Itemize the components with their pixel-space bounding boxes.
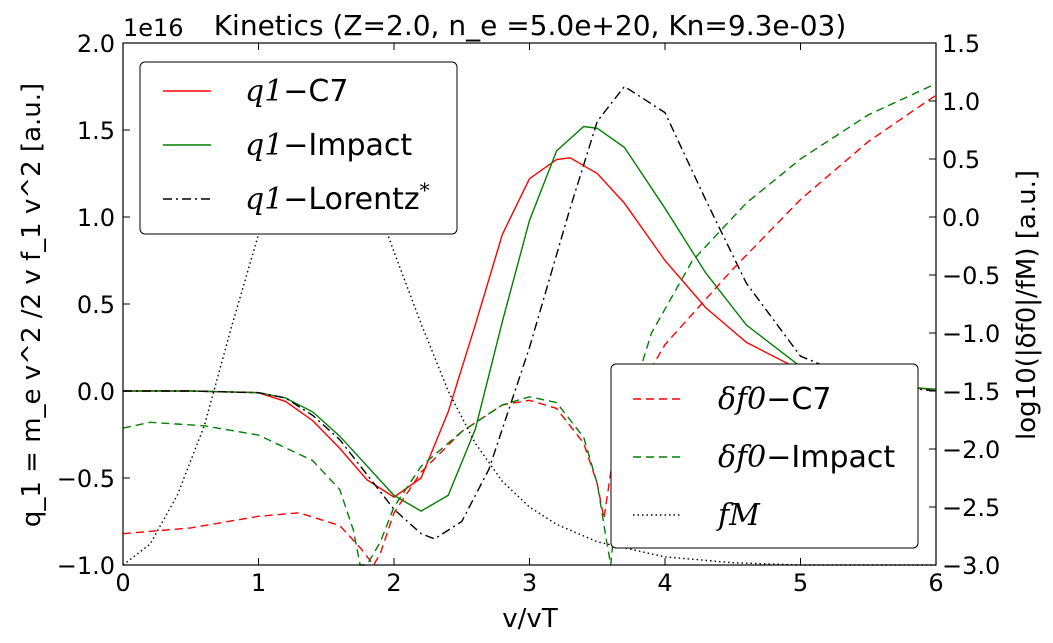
legend-right-box — [610, 363, 919, 549]
legend-label: δf0−Impact — [718, 440, 895, 475]
right-y-tick-label: −2.0 — [942, 436, 1000, 464]
left-y-tick-label: −1.0 — [57, 552, 115, 580]
x-tick-label: 0 — [115, 569, 130, 597]
offset-text: 1e16 — [123, 14, 184, 42]
right-y-tick-label: 1.0 — [942, 88, 980, 116]
series-line-3 — [122, 94, 937, 567]
x-tick-label: 2 — [386, 569, 401, 597]
right-y-tick-label: −3.0 — [942, 552, 1000, 580]
left-y-tick-label: 0.5 — [77, 291, 115, 319]
left-y-tick-label: 1.5 — [77, 117, 115, 145]
plot-lines — [122, 82, 937, 567]
legend-left: q1−C7 q1−Impact q1−Lorentz* — [139, 61, 458, 235]
x-tick-label: 5 — [793, 569, 808, 597]
legend-label: q1−Lorentz* — [245, 178, 430, 217]
legend-right: δf0−C7 δf0−Impact fM — [610, 363, 919, 549]
right-y-tick-label: −0.5 — [942, 262, 1000, 290]
x-tick-label: 6 — [928, 569, 943, 597]
right-y-tick-label: −2.5 — [942, 494, 1000, 522]
left-y-tick-label: 1.0 — [77, 204, 115, 232]
series-line-5 — [122, 84, 936, 566]
right-y-tick-label: −1.5 — [942, 378, 1000, 406]
series-line-2 — [123, 85, 937, 540]
right-y-axis-label: log10(|δf0|/fM) [a.u.] — [1012, 170, 1042, 440]
right-y-tick-label: 0.5 — [942, 146, 980, 174]
x-tick-label: 3 — [522, 569, 537, 597]
x-tick-label: 4 — [657, 569, 672, 597]
legend-label: fM — [716, 498, 761, 533]
left-y-tick-label: −0.5 — [57, 465, 115, 493]
chart-title: Kinetics (Z=2.0, n_e =5.0e+20, Kn=9.3e-0… — [214, 9, 847, 42]
legend-label: δf0−C7 — [718, 382, 831, 417]
series-line-0 — [123, 157, 937, 498]
right-y-tick-label: −1.0 — [942, 320, 1000, 348]
x-tick-label: 1 — [251, 569, 266, 597]
series-line-4 — [122, 82, 937, 566]
legend-left-box — [139, 61, 458, 235]
right-y-tick-label: 0.0 — [942, 204, 980, 232]
x-axis-label: v/vT — [502, 604, 558, 634]
left-y-tick-label: 2.0 — [77, 30, 115, 58]
axis-ticks: 0 1 2 3 4 5 6 −1.0 −0.5 0.0 0.5 1.0 1.5 2.0 −3.0 −2.5 −2… — [57, 30, 1001, 597]
legend-label: q1−Impact — [245, 128, 412, 163]
left-y-tick-label: 0.0 — [77, 378, 115, 406]
right-y-tick-label: 1.5 — [942, 30, 980, 58]
left-y-axis-label: q_1 = m_e v^2 /2 v f_1 v^2 [a.u.] — [17, 83, 47, 527]
legend-label: q1−C7 — [245, 74, 348, 109]
series-line-1 — [123, 125, 937, 512]
